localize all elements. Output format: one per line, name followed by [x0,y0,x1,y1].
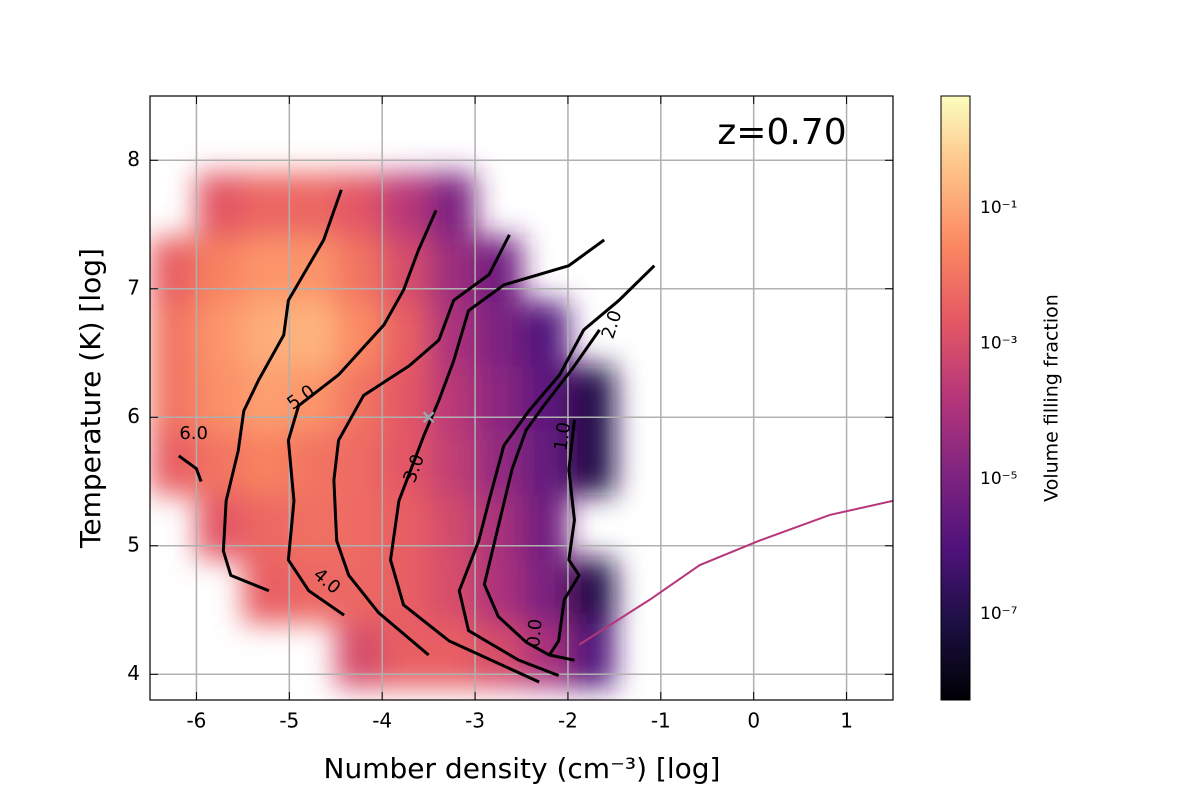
heatmap-cell [242,430,290,495]
heatmap-cell [475,558,522,624]
contour-line [332,234,511,657]
heatmap-cell [335,622,383,688]
contour-line [177,189,343,593]
heatmap-cell [382,558,430,624]
heatmap-cell [521,365,569,431]
x-axis-label: Number density (cm⁻³) [log] [324,752,721,785]
heatmap-cell [428,365,476,431]
heatmap-cell [150,365,197,431]
heatmap-cell [521,301,569,367]
contour-line [457,264,656,677]
x-tick-label: -4 [372,709,392,733]
y-tick-label: 5 [127,532,140,556]
heatmap-cell [196,494,244,560]
contour-line [286,209,438,617]
contour-line [482,329,601,657]
heatmap-cell [242,494,290,560]
heatmap-cell [196,237,244,303]
y-tick-label: 8 [127,147,140,171]
heatmap-cell [382,173,430,238]
heatmap-cell [335,173,383,238]
colorbar-tick-label: 10⁻¹ [980,198,1017,218]
heatmap-cell [382,622,430,688]
contour-line [547,419,581,662]
x-tick-label: 0 [747,709,760,733]
heatmap-cell [335,430,383,495]
heatmap-cell [150,301,197,367]
heatmap-cell [475,365,522,431]
axes: -6 -5 -4 -3 -2 -1 0 1 4 5 6 7 8 10⁻⁷ 10⁻⁵ 10⁻³ 10⁻¹ [127,96,1018,733]
heatmap-cell [521,558,569,624]
colorbar-tick-label: 10⁻⁵ [980,469,1017,489]
annotation: z=0.70 [717,112,846,153]
heatmap-cell [335,237,383,303]
heatmap-cell [567,430,615,495]
heatmap-cell [289,237,337,303]
heatmap-cell [289,430,337,495]
heatmap-cell [335,558,383,624]
heatmap-cell [196,301,244,367]
axes-frame [149,95,894,701]
heatmap-cell [196,365,244,431]
heatmap-cell [382,494,430,560]
tail-line [578,499,893,646]
x-tick-label: -6 [186,709,206,733]
x-tick-label: -5 [279,709,299,733]
heatmap-cell [382,237,430,303]
contour-label: 0.0 [523,618,546,648]
contour-label: 6.0 [179,423,208,444]
colorbar-tick-label: 10⁻⁷ [980,604,1018,624]
colorbar [940,95,971,701]
heatmap-cell [428,430,476,495]
colorbar-label: Volume filling fraction [1041,294,1063,502]
heatmap-cell [382,365,430,431]
y-axis-label: Temperature (K) [log] [74,248,107,549]
heatmap-cell [196,173,244,238]
heatmap-cell [428,237,476,303]
heatmap-cell [242,301,290,367]
heatmap [150,173,615,688]
heatmap-cell [289,558,337,624]
y-tick-label: 4 [127,661,140,685]
heatmap-cell [567,622,615,688]
marker [422,411,435,424]
colorbar-tick-label: 10⁻³ [980,333,1017,353]
heatmap-cell [428,173,476,238]
heatmap-cell [335,494,383,560]
heatmap-cell [150,237,197,303]
heatmap-cell [382,301,430,367]
heatmap-cell [475,237,522,303]
heatmap-cell [242,237,290,303]
heatmap-cell [428,622,476,688]
y-tick-label: 7 [127,275,140,299]
heatmap-cell [242,173,290,238]
heatmap-cell [335,365,383,431]
heatmap-cell [289,365,337,431]
heatmap-cell [567,365,615,431]
x-tick-label: -1 [651,709,671,733]
heatmap-cell [475,301,522,367]
heatmap-cell [521,430,569,495]
x-tick-label: 1 [840,709,853,733]
heatmap-cell [428,494,476,560]
contour-line [389,238,606,684]
x-tick-label: -2 [558,709,578,733]
grid [150,96,893,700]
heatmap-cell [289,494,337,560]
x-tick-label: -3 [465,709,485,733]
y-tick-label: 6 [127,404,140,428]
heatmap-cell [289,301,337,367]
heatmap-cell [521,494,569,560]
